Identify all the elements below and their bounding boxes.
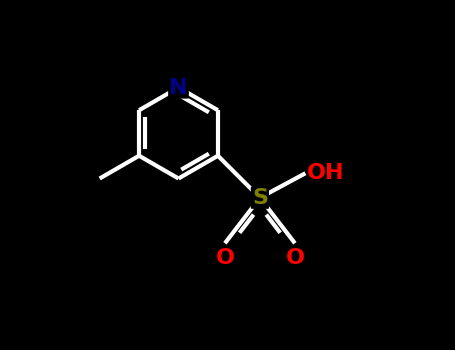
Text: N: N	[169, 77, 188, 98]
Text: O: O	[285, 248, 304, 268]
Text: S: S	[252, 188, 268, 208]
Text: OH: OH	[307, 163, 344, 183]
Text: O: O	[215, 248, 234, 268]
